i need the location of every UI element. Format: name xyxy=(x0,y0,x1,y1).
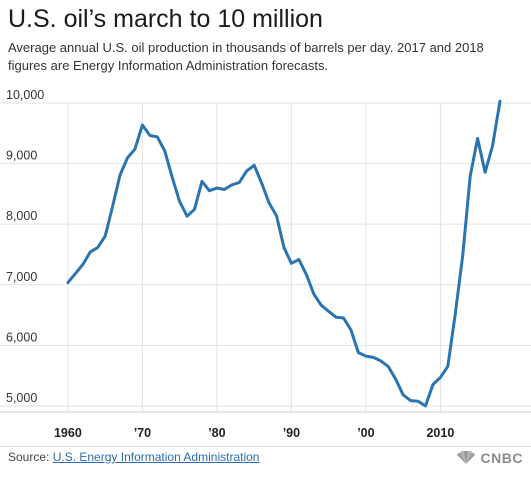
cnbc-logo: CNBC xyxy=(455,450,523,466)
y-tick-label: 8,000 xyxy=(6,209,37,223)
source-link[interactable]: U.S. Energy Information Administration xyxy=(52,450,260,464)
x-tick-label: 1960 xyxy=(54,426,82,440)
x-tick-label: ’80 xyxy=(208,426,225,440)
source-label: Source: xyxy=(8,450,50,464)
y-tick-label: 10,000 xyxy=(6,88,44,102)
x-tick-label: ’90 xyxy=(283,426,300,440)
peacock-icon xyxy=(456,451,475,464)
x-axis: 1960 ’70 ’80 ’90 ’00 2010 xyxy=(54,426,454,440)
line-chart: 5,000 6,000 7,000 8,000 9,000 10,000 1960 ’70 ’… xyxy=(0,88,531,440)
logo-text: CNBC xyxy=(480,450,523,466)
chart-subtitle: Average annual U.S. oil production in th… xyxy=(8,40,484,73)
source-note: Source: U.S. Energy Information Administ… xyxy=(8,448,259,466)
y-tick-label: 9,000 xyxy=(6,149,37,163)
oil-production-line xyxy=(66,99,502,408)
y-axis: 5,000 6,000 7,000 8,000 9,000 10,000 xyxy=(6,88,44,405)
y-tick-label: 7,000 xyxy=(6,270,37,284)
y-tick-label: 5,000 xyxy=(6,391,37,405)
x-tick-label: ’00 xyxy=(357,426,374,440)
x-tick-label: 2010 xyxy=(426,426,454,440)
x-tick-label: ’70 xyxy=(134,426,151,440)
grid xyxy=(0,102,531,413)
chart-title: U.S. oil’s march to 10 million xyxy=(8,5,323,33)
footer-divider xyxy=(0,446,531,447)
series-layer xyxy=(66,99,502,408)
y-tick-label: 6,000 xyxy=(6,330,37,344)
